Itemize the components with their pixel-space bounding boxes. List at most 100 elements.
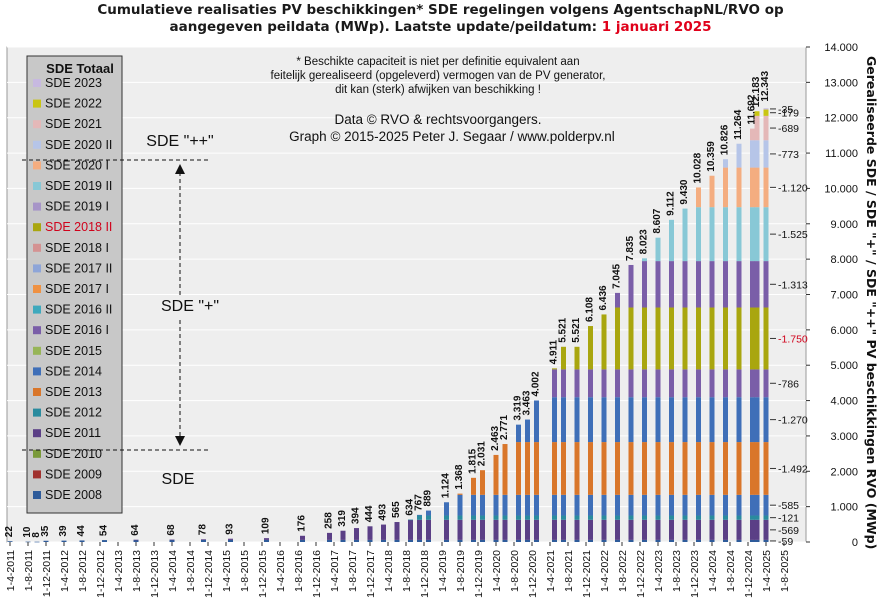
bar-segment [25,541,31,543]
bar-segment [750,207,755,262]
bar-segment [709,261,715,308]
bar-segment [327,539,332,542]
bar-segment [696,397,701,443]
bar-segment [493,454,499,495]
bar-segment [615,442,620,495]
bar-segment [615,369,620,398]
legend-swatch [33,182,41,190]
total-label: 10.028 [693,152,704,183]
legend-label: SDE 2022 [45,97,102,111]
bar-segment [628,515,634,520]
breakdown-label: -773 [778,149,799,161]
bar-segment [426,539,431,542]
bar-segment [754,519,760,540]
bar-segment [601,515,607,520]
total-label: 7.045 [612,263,623,288]
bar-segment [763,307,769,370]
bar-segment [457,493,463,495]
total-label: 3.319 [513,395,524,420]
breakdown-label: -1.313 [778,279,808,291]
x-tick-label: 1-12-2018 [419,550,431,598]
bar-segment [682,539,688,542]
bar-segment [736,515,742,520]
bar-segment [709,539,715,542]
total-label: 5.521 [558,317,569,342]
total-label: 634 [405,498,416,515]
breakdown-label: -1.525 [778,229,808,241]
total-label: 68 [166,524,177,536]
annotation-sde-plus: SDE "+" [161,298,219,315]
bar-segment [471,515,476,520]
x-tick-label: 1-12-2024 [743,550,755,598]
bar-segment [480,539,485,542]
legend-swatch [33,429,41,438]
bar-segment [79,540,85,542]
legend-label: SDE 2012 [45,406,102,420]
y-tick-label: 2.000 [830,466,858,478]
bar-segment [340,539,346,542]
bar-segment [588,519,593,540]
total-label: 2.771 [499,415,510,440]
x-tick-label: 1-4-2014 [167,550,179,592]
bar-segment [525,494,530,516]
bar-segment [709,307,715,370]
bar-segment [588,494,593,516]
legend-label: SDE 2018 I [45,241,109,255]
bar-segment [516,539,521,542]
bar-segment [736,261,742,308]
bar-segment [516,442,521,495]
bar-segment [628,307,634,370]
bar-segment [525,519,530,540]
bar-segment [615,519,620,540]
chart-title-line1: Cumulatieve realisaties PV beschikkingen… [97,2,784,18]
bar-segment [709,369,715,398]
breakdown-label: -1.492 [778,463,808,475]
bar-segment [763,167,769,208]
x-tick-label: 1-8-2023 [671,550,683,592]
bar-segment [493,519,499,540]
bar-segment [615,494,620,516]
y-tick-label: 12.000 [824,113,858,125]
bar-segment [736,442,742,495]
bar-segment [7,541,13,542]
bar-segment [574,494,580,516]
legend-label: SDE 2009 [45,467,102,481]
bar-segment [552,515,557,520]
x-tick-label: 1-4-2012 [59,550,71,592]
bar-segment [502,519,508,540]
bar-segment [588,442,593,495]
bar-segment [502,515,508,520]
legend-swatch [33,470,41,479]
legend-label: SDE 2008 [45,488,102,502]
total-label: 394 [351,507,362,524]
x-tick-label: 1-12-2021 [581,550,593,598]
bar-segment [696,519,701,540]
x-tick-label: 1-4-2020 [491,550,503,592]
bar-segment [408,519,413,521]
legend-swatch [33,202,41,211]
bar-segment [723,261,728,308]
y-tick-label: 8.000 [830,254,858,266]
bar-segment [516,494,521,516]
bar-segment [709,442,715,495]
total-label: 1.124 [441,473,452,498]
total-label: 8.023 [639,229,650,254]
bar-segment [750,519,755,540]
x-tick-label: 1-8-2017 [347,550,359,592]
bar-segment [102,540,107,542]
bar-segment [502,444,508,495]
total-label: 22 [4,526,15,538]
peildatum: 1 januari 2025 [601,19,712,35]
y-tick-label: 4.000 [830,396,858,408]
graph-credit: Graph © 2015-2025 Peter J. Segaar / www.… [289,129,615,144]
bar-segment [736,494,742,516]
legend-label: SDE 2023 [45,76,102,90]
bar-segment [696,187,701,208]
bar-segment [628,442,634,495]
bar-segment [426,515,431,520]
legend-label: SDE 2014 [45,364,102,378]
bar-segment [628,397,634,443]
legend-swatch [33,140,41,149]
legend-swatch [33,326,41,335]
